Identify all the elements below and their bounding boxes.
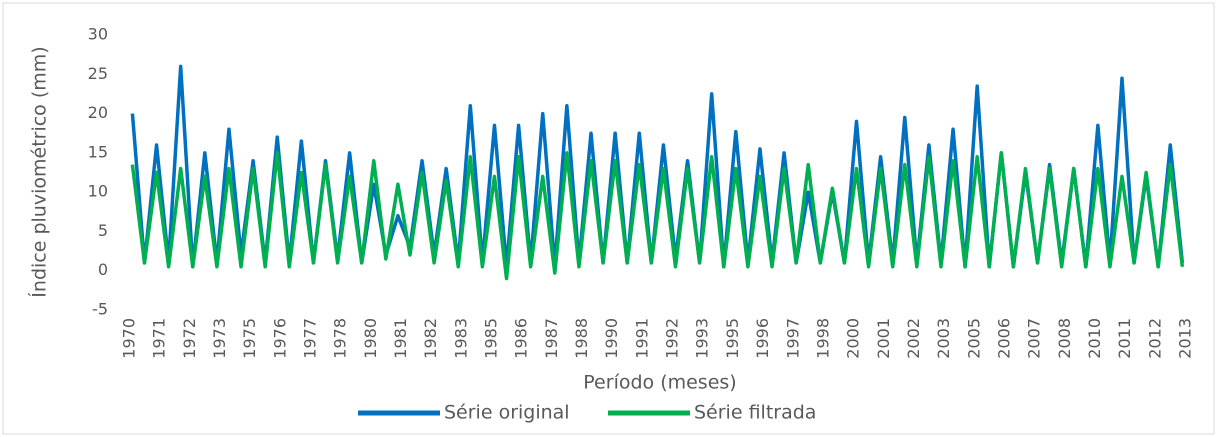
x-tick-label: 1998 — [813, 318, 832, 359]
x-tick-label: 2013 — [1175, 318, 1194, 359]
x-tick-label: 1978 — [331, 318, 350, 359]
y-tick-label: 15 — [88, 142, 108, 161]
x-tick-label: 1972 — [180, 318, 199, 359]
y-tick-label: 25 — [88, 64, 108, 83]
x-tick-label: 1970 — [120, 318, 139, 359]
legend-label: Série filtrada — [694, 402, 816, 424]
x-tick-label: 2012 — [1145, 318, 1164, 359]
x-tick-label: 2010 — [1085, 318, 1104, 359]
x-tick-label: 1995 — [723, 318, 742, 359]
x-tick-label: 2003 — [934, 318, 953, 359]
x-tick-label: 1985 — [482, 318, 501, 359]
x-tick-label: 1980 — [361, 318, 380, 359]
x-tick-label: 2005 — [964, 318, 983, 359]
x-tick-label: 1982 — [421, 318, 440, 359]
y-tick-label: 5 — [98, 221, 108, 240]
x-axis-title: Período (meses) — [583, 372, 736, 394]
y-tick-label: 30 — [88, 25, 108, 44]
x-tick-label: 1988 — [572, 318, 591, 359]
x-tick-label: 2011 — [1115, 318, 1134, 359]
x-tick-label: 1996 — [753, 318, 772, 359]
y-tick-label: 10 — [88, 182, 108, 201]
y-axis-title: Índice pluviométrico (mm) — [28, 46, 51, 297]
x-tick-label: 1986 — [512, 318, 531, 359]
x-tick-label: 1983 — [451, 318, 470, 359]
x-tick-label: 1977 — [301, 318, 320, 359]
x-tick-label: 2006 — [994, 318, 1013, 359]
x-tick-label: 2007 — [1025, 318, 1044, 359]
x-tick-label: 1987 — [542, 318, 561, 359]
y-tick-label: 0 — [98, 260, 108, 279]
legend-label: Série original — [444, 402, 570, 424]
y-tick-label: -5 — [92, 300, 108, 319]
x-tick-label: 1981 — [391, 318, 410, 359]
x-tick-label: 1990 — [602, 318, 621, 359]
x-tick-label: 2001 — [874, 318, 893, 359]
x-tick-label: 1976 — [270, 318, 289, 359]
x-tick-label: 1991 — [632, 318, 651, 359]
x-tick-label: 2000 — [844, 318, 863, 359]
x-tick-label: 1971 — [150, 318, 169, 359]
x-tick-label: 1975 — [240, 318, 259, 359]
series-line — [130, 151, 1185, 281]
x-tick-label: 1993 — [693, 318, 712, 359]
x-tick-label: 2002 — [904, 318, 923, 359]
x-tick-label: 1992 — [663, 318, 682, 359]
x-tick-label: 1997 — [783, 318, 802, 359]
y-tick-label: 20 — [88, 103, 108, 122]
x-tick-label: 1973 — [210, 318, 229, 359]
x-tick-label: 2008 — [1055, 318, 1074, 359]
